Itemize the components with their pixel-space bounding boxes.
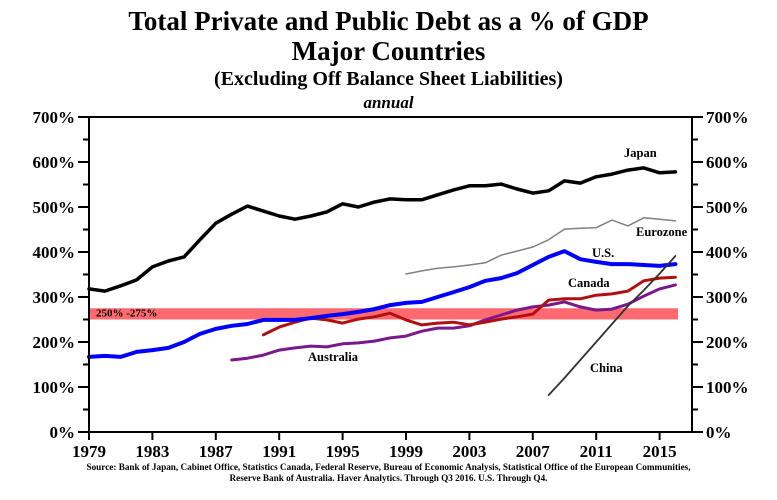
y-tick-label-right: 100%	[706, 378, 749, 397]
x-tick-label: 1999	[389, 442, 423, 461]
y-tick-label-left: 300%	[33, 288, 76, 307]
source-line-1: Source: Bank of Japan, Cabinet Office, S…	[86, 462, 691, 472]
x-tick-label: 2015	[643, 442, 677, 461]
y-tick-label-left: 100%	[33, 378, 76, 397]
series-line-china	[547, 255, 677, 397]
source-note: Source: Bank of Japan, Cabinet Office, S…	[0, 462, 777, 484]
source-line-2: Reserve Bank of Australia. Haver Analyti…	[229, 473, 548, 483]
series-label-china: China	[590, 361, 623, 375]
x-tick-label: 1995	[326, 442, 360, 461]
y-tick-label-right: 400%	[706, 243, 749, 262]
series-label-australia: Australia	[308, 350, 359, 364]
threshold-band-label: 250% -275%	[96, 308, 157, 320]
series-line-japan	[87, 166, 678, 293]
x-tick-label: 1987	[199, 442, 234, 461]
y-tick-label-left: 0%	[50, 423, 76, 442]
chart-title: Total Private and Public Debt as a % of …	[128, 6, 649, 36]
x-tick-label: 1979	[72, 442, 106, 461]
series-label-canada: Canada	[568, 276, 610, 290]
series-label-us: U.S.	[592, 246, 614, 260]
y-tick-label-right: 300%	[706, 288, 749, 307]
y-tick-label-right: 500%	[706, 198, 749, 217]
x-tick-label: 1983	[135, 442, 169, 461]
y-tick-label-left: 600%	[33, 153, 76, 172]
chart-subtitle-2: (Excluding Off Balance Sheet Liabilities…	[214, 68, 563, 90]
series-line-eurozone	[405, 217, 677, 275]
x-tick-label: 2003	[452, 442, 486, 461]
y-tick-label-right: 700%	[706, 108, 749, 127]
y-tick-label-right: 600%	[706, 153, 749, 172]
y-tick-label-left: 700%	[33, 108, 76, 127]
y-tick-label-right: 200%	[706, 333, 749, 352]
series-line-us	[87, 249, 678, 359]
y-tick-label-left: 500%	[33, 198, 76, 217]
series-label-japan: Japan	[624, 146, 657, 160]
series-label-eurozone: Eurozone	[636, 225, 688, 239]
y-tick-label-left: 200%	[33, 333, 76, 352]
y-tick-label-left: 400%	[33, 243, 76, 262]
y-tick-label-right: 0%	[706, 423, 732, 442]
chart-subtitle: Major Countries	[291, 36, 486, 66]
frequency-note: annual	[363, 93, 414, 112]
series-line-canada	[261, 275, 677, 337]
x-tick-label: 2011	[580, 442, 613, 461]
x-tick-label: 2007	[516, 442, 551, 461]
x-tick-label: 1991	[262, 442, 296, 461]
series-line-australia	[230, 283, 677, 362]
